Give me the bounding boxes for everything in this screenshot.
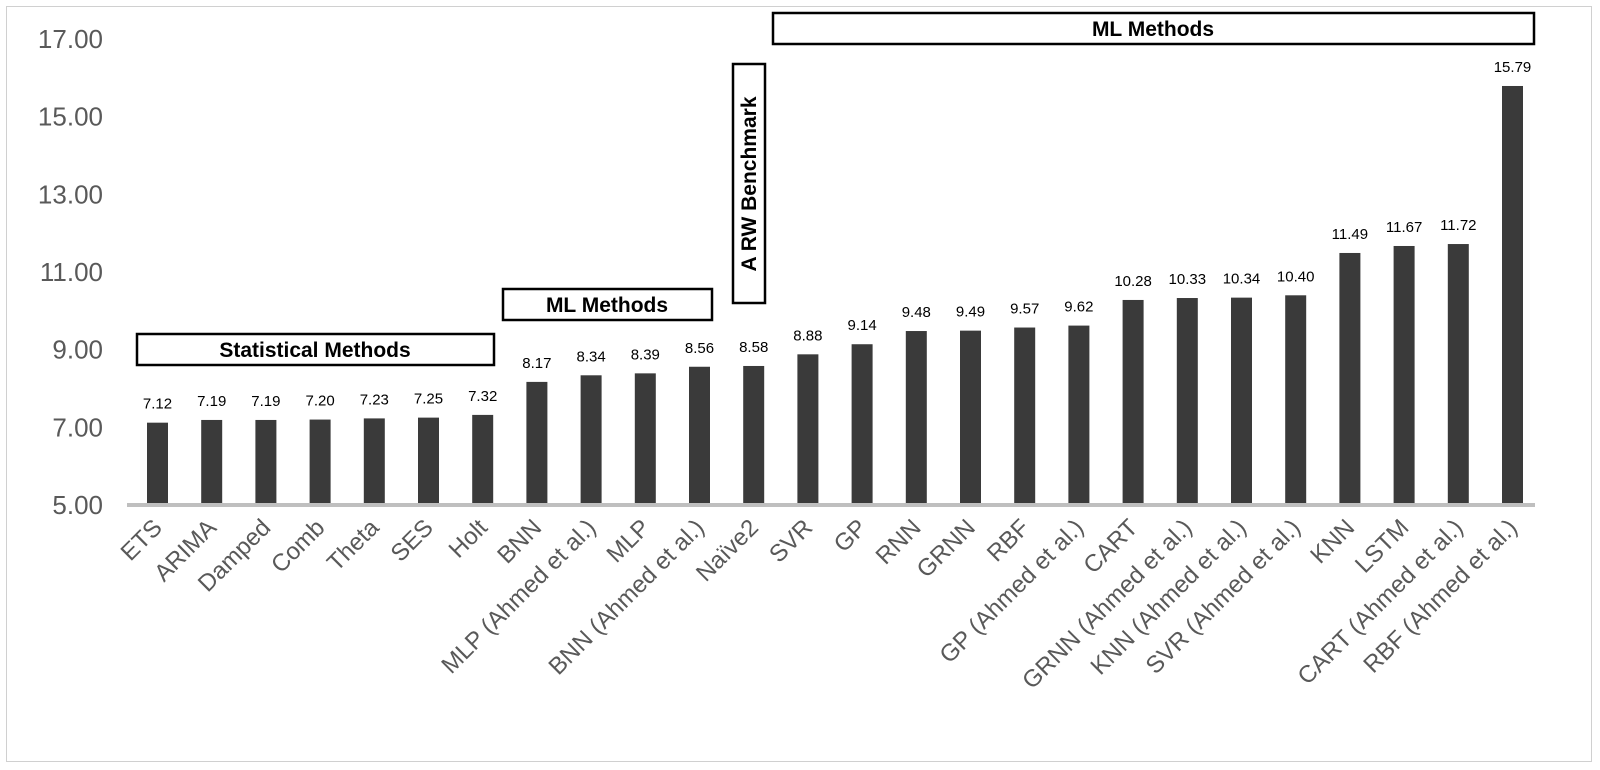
y-tick-label: 7.00	[52, 412, 103, 442]
bar	[1014, 327, 1036, 505]
value-label: 7.23	[360, 391, 389, 408]
bar	[1122, 299, 1144, 505]
category-label: Comb	[266, 514, 330, 578]
bars	[147, 85, 1523, 506]
bar	[960, 330, 981, 505]
y-tick-label: 15.00	[38, 102, 103, 132]
value-label: 8.34	[576, 348, 605, 365]
bar	[363, 418, 385, 505]
bar	[743, 365, 765, 505]
rw-benchmark-annotation: A RW Benchmark	[731, 62, 767, 305]
bar	[526, 381, 548, 505]
value-label: 7.19	[197, 393, 226, 410]
value-label: 7.25	[414, 391, 443, 408]
statistical-methods-annotation: Statistical Methods	[135, 332, 496, 367]
value-label: 10.40	[1277, 268, 1315, 285]
value-label: 11.49	[1332, 226, 1368, 243]
bar	[1176, 298, 1198, 505]
value-label: 8.58	[739, 339, 768, 356]
value-label: 9.57	[1010, 301, 1039, 318]
bar	[1502, 85, 1523, 505]
chart-frame: 5.00 7.00 9.00 11.00 13.00 15.00 17.00 7.12 7.1…	[6, 6, 1592, 762]
value-label: 10.33	[1169, 271, 1207, 288]
bar	[1231, 297, 1252, 505]
rw-benchmark-label: A RW Benchmark	[738, 96, 761, 271]
value-label: 9.14	[847, 317, 876, 334]
value-label: 7.19	[251, 393, 280, 410]
value-label: 9.48	[902, 304, 931, 321]
bar	[851, 344, 873, 505]
value-label: 8.39	[631, 346, 660, 363]
y-tick-label: 13.00	[38, 179, 103, 209]
value-label: 15.79	[1494, 59, 1532, 76]
value-label: 10.34	[1223, 271, 1261, 288]
category-label: SVR	[764, 514, 818, 568]
value-label: 9.49	[956, 304, 985, 321]
value-label: 8.88	[793, 327, 822, 344]
category-label: SES	[386, 514, 439, 567]
value-label: 10.28	[1114, 273, 1152, 290]
bar	[797, 354, 819, 505]
bar	[1447, 244, 1469, 506]
value-label: 11.72	[1440, 217, 1476, 234]
bar	[147, 422, 168, 505]
bar	[1285, 295, 1307, 505]
value-label: 11.67	[1386, 219, 1422, 236]
bar	[689, 366, 710, 505]
category-label: Naïve2	[691, 514, 764, 587]
y-tick-label: 9.00	[52, 335, 103, 365]
ml-methods-annotation-2: ML Methods	[771, 11, 1536, 46]
bar	[1339, 252, 1361, 505]
bar	[201, 419, 223, 505]
category-label: Theta	[322, 514, 385, 577]
value-labels: 7.12 7.19 7.19 7.20 7.23 7.25 7.32 8.17 8.34 8.39…	[143, 59, 1531, 413]
category-label: GRNN	[912, 514, 981, 583]
bar	[905, 331, 927, 505]
y-axis-ticks: 5.00 7.00 9.00 11.00 13.00 15.00 17.00	[38, 24, 103, 520]
value-label: 8.17	[522, 355, 551, 372]
bar	[580, 375, 602, 505]
value-label: 7.32	[468, 388, 497, 405]
bar	[634, 373, 656, 505]
value-label: 8.56	[685, 340, 714, 357]
ml-methods-label-1: ML Methods	[546, 294, 668, 317]
bar	[309, 419, 331, 505]
ml-methods-annotation-1: ML Methods	[501, 287, 714, 322]
value-label: 7.20	[305, 393, 334, 410]
bar	[255, 419, 277, 505]
category-label: Holt	[444, 514, 494, 564]
bar	[1068, 325, 1090, 505]
bar	[472, 414, 494, 505]
category-label: GP	[829, 514, 873, 558]
value-label: 9.62	[1064, 299, 1093, 316]
y-tick-label: 11.00	[40, 257, 103, 287]
y-tick-label: 5.00	[52, 490, 103, 520]
bar	[1393, 245, 1415, 505]
y-tick-label: 17.00	[38, 24, 103, 54]
value-label: 7.12	[143, 396, 172, 413]
ml-methods-label-2: ML Methods	[1092, 18, 1214, 41]
statistical-methods-label: Statistical Methods	[219, 339, 410, 362]
bar	[418, 417, 439, 505]
